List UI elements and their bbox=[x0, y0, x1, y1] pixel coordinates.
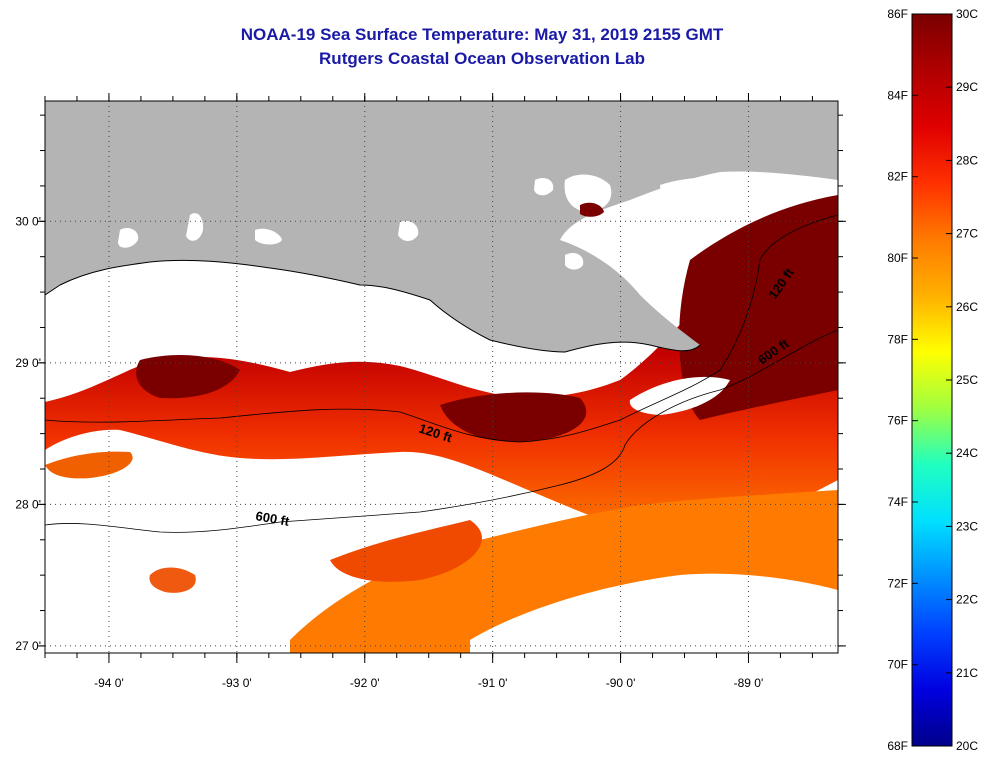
colorbar-f-2: 82F bbox=[887, 170, 908, 184]
colorbar-c-1: 29C bbox=[956, 80, 978, 94]
lon-label-5: -89 0' bbox=[734, 676, 764, 690]
sst-lake-patch bbox=[580, 202, 604, 217]
colorbar-c-8: 22C bbox=[956, 593, 978, 607]
colorbar-f-1: 84F bbox=[887, 88, 908, 102]
colorbar-f-3: 80F bbox=[887, 251, 908, 265]
sst-cool-patch bbox=[149, 567, 196, 593]
colorbar-c-6: 24C bbox=[956, 446, 978, 460]
lon-label-4: -90 0' bbox=[606, 676, 636, 690]
sst-cool-mid bbox=[330, 520, 482, 582]
colorbar-f-8: 70F bbox=[887, 658, 908, 672]
colorbar-f-9: 68F bbox=[887, 739, 908, 753]
colorbar-c-0: 30C bbox=[956, 7, 978, 21]
colorbar-c-9: 21C bbox=[956, 666, 978, 680]
colorbar-c-labels: 30C 29C 28C 27C 26C 25C 24C 23C 22C 21C 20C bbox=[946, 7, 978, 753]
lat-tick-labels: 30 0' 29 0' 28 0' 27 0' bbox=[15, 214, 41, 653]
colorbar-f-6: 74F bbox=[887, 495, 908, 509]
map-title: NOAA-19 Sea Surface Temperature: May 31,… bbox=[240, 25, 724, 44]
lat-label-0: 30 0' bbox=[15, 214, 41, 228]
colorbar-c-3: 27C bbox=[956, 227, 978, 241]
colorbar-f-7: 72F bbox=[887, 576, 908, 590]
cloud-patch-south bbox=[470, 573, 838, 653]
cloud-over-land-4 bbox=[398, 220, 419, 242]
map-frame bbox=[44, 100, 839, 654]
coastline bbox=[45, 259, 701, 353]
lon-label-3: -91 0' bbox=[478, 676, 508, 690]
colorbar-f-5: 76F bbox=[887, 414, 908, 428]
contour-600ft bbox=[45, 329, 838, 533]
colorbar-c-7: 23C bbox=[956, 519, 978, 533]
cloud-over-land-1 bbox=[118, 228, 139, 248]
frame-ticks bbox=[37, 93, 846, 663]
sst-band-warm bbox=[45, 200, 838, 539]
sst-cool-west bbox=[45, 451, 133, 479]
cloud-over-land-8 bbox=[565, 253, 584, 270]
colorbar-c-4: 26C bbox=[956, 300, 978, 314]
colorbar bbox=[911, 13, 953, 747]
lat-label-1: 29 0' bbox=[15, 356, 41, 370]
cloud-over-land-6 bbox=[564, 174, 612, 212]
colorbar-c-2: 28C bbox=[956, 153, 978, 167]
sst-patch-dark bbox=[136, 355, 240, 399]
lat-label-3: 27 0' bbox=[15, 639, 41, 653]
colorbar-f-labels: 86F 84F 82F 80F 78F 76F 74F 72F 70F 68F bbox=[887, 7, 918, 753]
colorbar-f-4: 78F bbox=[887, 332, 908, 346]
contour-120ft bbox=[45, 214, 838, 443]
lon-label-0: -94 0' bbox=[94, 676, 124, 690]
lon-tick-labels: -94 0' -93 0' -92 0' -91 0' -90 0' -89 0' bbox=[94, 676, 763, 690]
land-mass bbox=[45, 101, 838, 352]
map-subtitle: Rutgers Coastal Ocean Observation Lab bbox=[319, 49, 645, 68]
graticule bbox=[45, 101, 838, 653]
sst-patch-dark-mid bbox=[440, 392, 587, 442]
lon-label-1: -93 0' bbox=[222, 676, 252, 690]
sst-patch-dark-east bbox=[679, 195, 838, 420]
colorbar-f-0: 86F bbox=[887, 7, 908, 21]
colorbar-c-10: 20C bbox=[956, 739, 978, 753]
contour-label-600ft-west: 600 ft bbox=[254, 508, 291, 529]
lon-label-2: -92 0' bbox=[350, 676, 380, 690]
cloud-over-land-5 bbox=[534, 178, 554, 196]
lat-label-2: 28 0' bbox=[15, 497, 41, 511]
cloud-over-land-3 bbox=[255, 228, 282, 245]
cloud-patch-east bbox=[629, 376, 730, 415]
colorbar-c-5: 25C bbox=[956, 373, 978, 387]
cloud-over-land-2 bbox=[186, 213, 204, 241]
cloud-over-land-7 bbox=[660, 177, 760, 212]
